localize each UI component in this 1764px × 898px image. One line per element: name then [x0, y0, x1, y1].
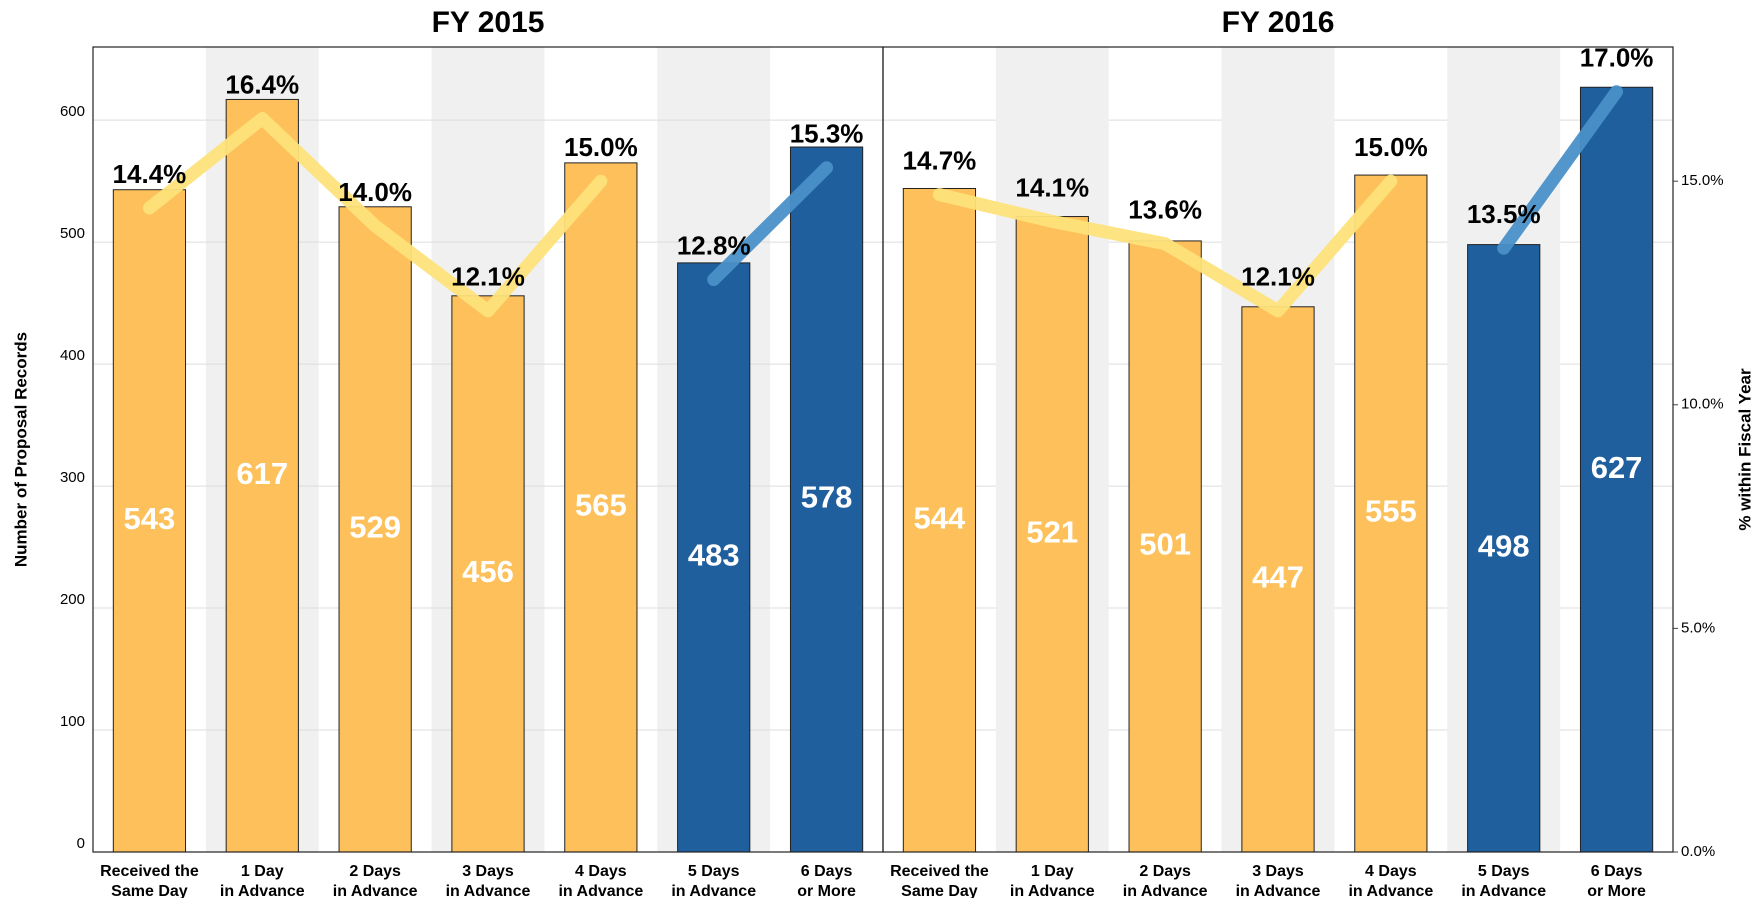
x-tick-label: 5 Days in Advance	[1461, 863, 1546, 898]
bar-value-label: 578	[801, 480, 853, 515]
bar	[1467, 244, 1541, 853]
line-value-label: 12.1%	[451, 262, 525, 292]
line-value-label: 13.6%	[1128, 195, 1202, 225]
x-tick-label: Received the Same Day	[100, 863, 199, 898]
x-tick-label: 4 Days in Advance	[558, 863, 643, 898]
x-tick-label: 2 Days in Advance	[1123, 863, 1208, 898]
line-value-label: 15.0%	[1354, 132, 1428, 162]
panel-title: FY 2016	[1222, 6, 1335, 39]
bar-value-label: 483	[688, 538, 740, 573]
bar-value-label: 544	[914, 500, 966, 535]
bar	[564, 162, 638, 853]
line	[142, 112, 608, 318]
bar-value-label: 565	[575, 488, 627, 523]
bar-value-label: 543	[124, 501, 176, 536]
y2-tick-label: 5.0%	[1681, 619, 1715, 636]
y-tick-label: 0	[77, 835, 85, 852]
y-tick-label: 300	[60, 469, 85, 486]
bar-value-label: 617	[236, 456, 288, 491]
line	[707, 161, 834, 287]
line	[1497, 85, 1624, 255]
bar-value-label: 447	[1252, 560, 1304, 595]
y-axis-label: Number of Proposal Records	[11, 332, 30, 567]
x-tick-label: 1 Day in Advance	[220, 863, 305, 898]
y-tick-label: 200	[60, 591, 85, 608]
x-tick-label: 3 Days in Advance	[446, 863, 531, 898]
y-tick-label: 100	[60, 713, 85, 730]
x-tick-label: 6 Days or More	[1587, 863, 1646, 898]
bar	[112, 189, 187, 853]
line-value-label: 15.3%	[790, 119, 864, 149]
bar	[1015, 216, 1089, 853]
y2-tick-label: 10.0%	[1681, 396, 1724, 413]
line-value-label: 12.1%	[1241, 262, 1315, 292]
bar	[225, 98, 299, 853]
x-tick-label: 2 Days in Advance	[333, 863, 418, 898]
panel-frame	[882, 46, 1674, 853]
bar	[789, 146, 864, 853]
line-value-label: 16.4%	[225, 69, 299, 99]
bar-value-label: 456	[462, 554, 514, 589]
y-tick-label: 500	[60, 225, 85, 242]
marks	[112, 85, 1654, 853]
line-value-label: 14.4%	[113, 159, 187, 189]
x-tick-label: Received the Same Day	[890, 863, 989, 898]
line-value-label: 14.0%	[338, 177, 412, 207]
y-tick-label: 600	[60, 103, 85, 120]
bar	[451, 295, 525, 853]
line	[932, 174, 1398, 318]
x-tick-label: 4 Days in Advance	[1348, 863, 1433, 898]
bar	[677, 262, 751, 853]
x-tick-label: 6 Days or More	[797, 863, 856, 898]
line-value-label: 14.7%	[903, 145, 977, 175]
bar-value-label: 501	[1139, 527, 1191, 562]
bar-value-label: 627	[1591, 450, 1643, 485]
panel-title: FY 2015	[432, 6, 545, 39]
y2-tick-label: 0.0%	[1681, 843, 1715, 860]
bar	[1354, 174, 1428, 853]
bar-value-label: 521	[1026, 514, 1078, 549]
bar-value-label: 498	[1478, 528, 1530, 563]
y-tick-label: 400	[60, 347, 85, 364]
labels: FY 2015 0 100 200 300 400 500 600 Number of Prop…	[11, 6, 1754, 898]
x-tick-label: 1 Day in Advance	[1010, 863, 1095, 898]
bar	[902, 187, 977, 853]
y2-axis-label: % within Fiscal Year	[1735, 368, 1754, 531]
line-value-label: 13.5%	[1467, 199, 1541, 229]
bar-value-label: 529	[349, 510, 401, 545]
line-value-label: 15.0%	[564, 132, 638, 162]
x-tick-label: 5 Days in Advance	[671, 863, 756, 898]
x-tick-label: 3 Days in Advance	[1236, 863, 1321, 898]
y2-tick-label: 15.0%	[1681, 172, 1724, 189]
line-value-label: 12.8%	[677, 230, 751, 260]
bar-value-label: 555	[1365, 494, 1417, 529]
line-value-label: 14.1%	[1015, 172, 1089, 202]
